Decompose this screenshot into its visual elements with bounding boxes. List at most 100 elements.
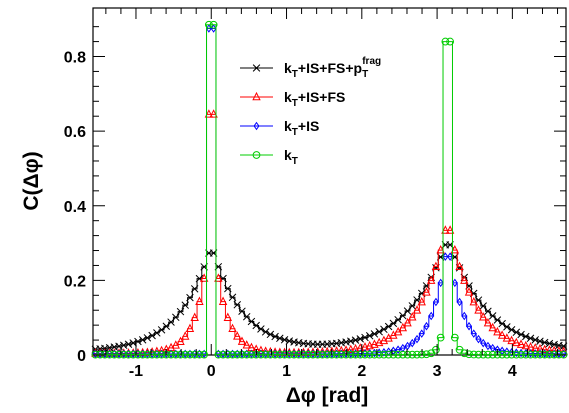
x-tick-label: 0 xyxy=(207,363,216,380)
data-point xyxy=(498,319,506,328)
data-point xyxy=(450,333,459,342)
data-point xyxy=(342,350,350,359)
data-point xyxy=(228,323,237,333)
data-point xyxy=(346,344,355,354)
data-point xyxy=(389,319,398,328)
data-point xyxy=(365,340,374,350)
data-point xyxy=(502,350,511,359)
data-point xyxy=(522,332,530,341)
data-point xyxy=(233,301,242,309)
legend-label: kT xyxy=(284,147,298,167)
data-point xyxy=(380,325,388,334)
data-point xyxy=(535,343,545,353)
data-point xyxy=(148,331,156,340)
data-point xyxy=(238,350,246,359)
series-layer xyxy=(91,20,568,359)
legend-marker xyxy=(253,121,260,131)
data-point xyxy=(517,330,525,339)
data-point xyxy=(361,349,368,358)
data-point xyxy=(190,350,199,359)
data-point xyxy=(266,330,275,339)
data-point xyxy=(488,322,497,332)
data-point xyxy=(185,323,195,333)
data-point xyxy=(209,20,218,29)
data-point xyxy=(393,326,403,336)
data-point xyxy=(379,350,388,359)
data-point xyxy=(503,323,511,331)
data-point xyxy=(346,350,355,359)
data-point xyxy=(204,20,213,29)
data-point xyxy=(318,350,327,359)
data-point xyxy=(313,350,322,359)
data-point xyxy=(214,273,223,282)
series-line xyxy=(93,28,566,355)
data-point xyxy=(195,296,204,305)
data-point xyxy=(115,350,123,359)
legend-label: kT+IS+FS+pTfrag xyxy=(284,56,381,80)
data-point xyxy=(366,348,373,358)
data-point xyxy=(545,345,554,354)
x-tick-label: 4 xyxy=(508,363,517,380)
data-point xyxy=(531,350,540,359)
data-point xyxy=(285,337,294,345)
data-point xyxy=(469,350,478,359)
data-point xyxy=(257,350,265,359)
data-point xyxy=(124,350,133,359)
data-point xyxy=(540,338,549,347)
series-0 xyxy=(91,241,568,354)
data-point xyxy=(275,350,284,359)
data-point xyxy=(138,350,147,359)
data-point xyxy=(190,312,199,321)
data-point xyxy=(119,350,128,359)
data-point xyxy=(186,293,194,302)
data-point xyxy=(138,336,147,344)
y-tick-label: 0.8 xyxy=(64,50,86,67)
data-point xyxy=(190,285,199,293)
data-point xyxy=(507,335,516,345)
data-point xyxy=(493,326,502,336)
data-point xyxy=(280,350,289,359)
legend-marker xyxy=(252,91,261,101)
data-point xyxy=(423,321,430,331)
legend-item: kT xyxy=(240,147,298,167)
data-point xyxy=(204,109,214,118)
data-point xyxy=(157,326,166,334)
data-point xyxy=(470,329,477,338)
data-point xyxy=(252,321,260,330)
data-point xyxy=(304,350,313,359)
data-point xyxy=(466,321,473,331)
data-point xyxy=(559,342,568,350)
y-tick-label: 0.2 xyxy=(64,273,86,290)
data-point xyxy=(409,338,416,348)
data-point xyxy=(365,332,374,340)
data-point xyxy=(436,333,445,342)
data-point xyxy=(223,312,233,321)
data-point xyxy=(323,350,332,359)
data-point xyxy=(290,350,298,359)
data-point xyxy=(413,350,421,359)
data-point xyxy=(521,350,530,359)
legend-marker xyxy=(252,151,261,159)
data-point xyxy=(167,350,175,359)
data-point xyxy=(484,350,492,359)
data-point xyxy=(351,343,360,353)
data-point xyxy=(493,316,502,324)
data-point xyxy=(394,350,402,359)
data-point xyxy=(403,350,412,359)
data-point xyxy=(337,350,346,359)
data-point xyxy=(110,350,119,359)
data-point xyxy=(152,350,161,359)
data-point xyxy=(176,307,185,316)
x-tick-label: 3 xyxy=(433,363,442,380)
data-point xyxy=(257,325,265,333)
data-point xyxy=(412,305,422,314)
y-axis-title: C(Δφ) xyxy=(20,151,43,210)
data-point xyxy=(484,341,491,351)
legend-marker xyxy=(252,64,261,72)
data-point xyxy=(341,345,351,354)
data-point xyxy=(474,305,483,314)
data-point xyxy=(442,252,449,261)
data-point xyxy=(456,297,463,307)
data-point xyxy=(129,350,138,359)
data-point xyxy=(516,339,526,348)
